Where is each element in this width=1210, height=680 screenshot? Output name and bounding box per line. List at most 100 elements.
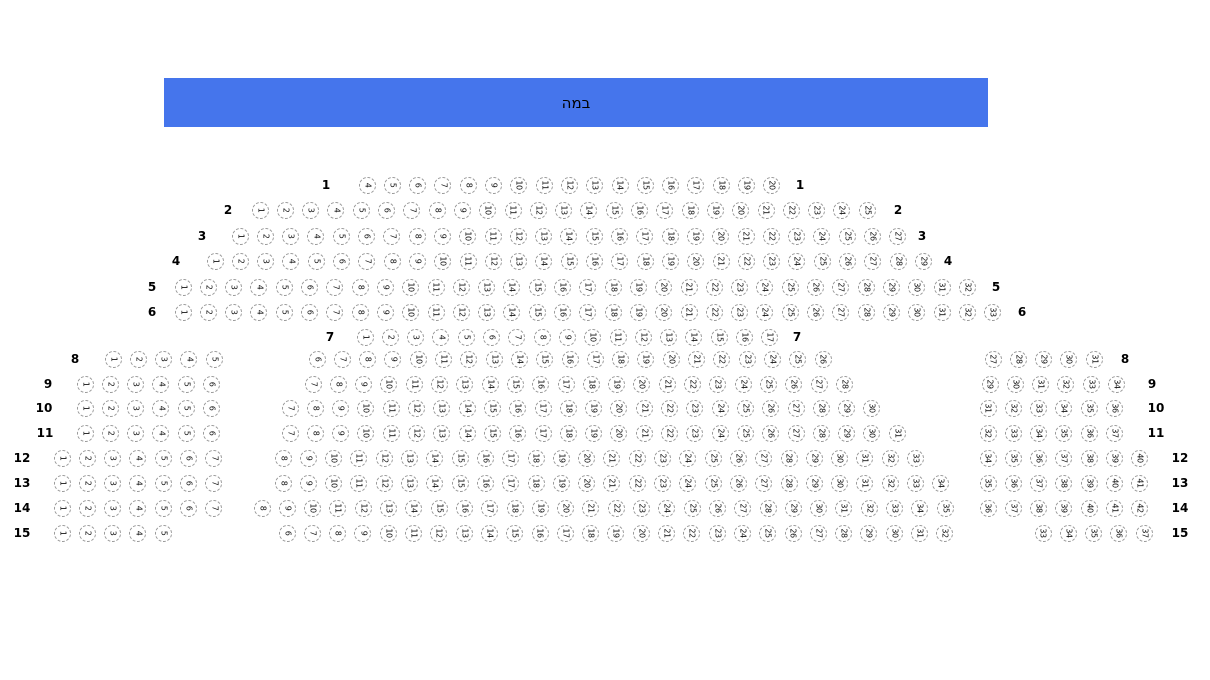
- seat-row9-1[interactable]: 1: [76, 375, 94, 393]
- seat-row10-19[interactable]: 19: [585, 399, 603, 417]
- seat-row4-21[interactable]: 21: [712, 252, 730, 270]
- seat-row4-27[interactable]: 27: [864, 252, 882, 270]
- seat-row12-1[interactable]: 1: [53, 449, 71, 467]
- seat-row10-31[interactable]: 31: [979, 399, 997, 417]
- seat-row3-2[interactable]: 2: [256, 227, 274, 245]
- seat-row10-10[interactable]: 10: [357, 399, 375, 417]
- seat-row14-20[interactable]: 20: [557, 499, 575, 517]
- seat-row9-13[interactable]: 13: [456, 375, 474, 393]
- seat-row10-22[interactable]: 22: [661, 399, 678, 417]
- seat-row9-5[interactable]: 5: [177, 375, 195, 393]
- seat-row4-6[interactable]: 6: [333, 252, 350, 270]
- seat-row14-41[interactable]: 41: [1106, 499, 1123, 517]
- seat-row8-28[interactable]: 28: [1009, 350, 1027, 368]
- seat-row15-23[interactable]: 23: [708, 524, 726, 542]
- seat-row12-3[interactable]: 3: [104, 449, 122, 467]
- seat-row2-11[interactable]: 11: [504, 201, 522, 219]
- seat-row9-24[interactable]: 24: [734, 375, 752, 393]
- seat-row14-21[interactable]: 21: [582, 499, 600, 517]
- seat-row4-2[interactable]: 2: [231, 252, 249, 270]
- seat-row10-8[interactable]: 8: [306, 399, 324, 417]
- seat-row6-26[interactable]: 26: [807, 303, 824, 321]
- seat-row11-4[interactable]: 4: [152, 424, 170, 442]
- seat-row15-31[interactable]: 31: [911, 524, 928, 542]
- seat-row5-28[interactable]: 28: [857, 278, 875, 296]
- seat-row10-26[interactable]: 26: [762, 399, 780, 417]
- seat-row11-22[interactable]: 22: [661, 424, 678, 442]
- seat-row9-26[interactable]: 26: [785, 375, 803, 393]
- seat-row9-25[interactable]: 25: [759, 375, 777, 393]
- seat-row5-27[interactable]: 27: [832, 278, 850, 296]
- seat-row12-14[interactable]: 14: [426, 449, 444, 467]
- seat-row14-31[interactable]: 31: [835, 499, 853, 517]
- seat-row9-20[interactable]: 20: [633, 375, 651, 393]
- seat-row14-9[interactable]: 9: [278, 499, 296, 517]
- seat-row2-23[interactable]: 23: [808, 201, 826, 219]
- seat-row10-35[interactable]: 35: [1080, 399, 1098, 417]
- seat-row4-18[interactable]: 18: [636, 252, 654, 270]
- seat-row2-25[interactable]: 25: [858, 201, 876, 219]
- seat-row10-3[interactable]: 3: [127, 399, 145, 417]
- seat-row10-23[interactable]: 23: [686, 399, 704, 417]
- seat-row5-24[interactable]: 24: [756, 278, 774, 296]
- seat-row3-7[interactable]: 7: [383, 227, 401, 245]
- seat-row14-35[interactable]: 35: [936, 499, 954, 517]
- seat-row1-7[interactable]: 7: [434, 176, 452, 194]
- seat-row12-27[interactable]: 27: [755, 449, 773, 467]
- seat-row15-6[interactable]: 6: [278, 524, 296, 542]
- seat-row14-28[interactable]: 28: [759, 499, 777, 517]
- seat-row14-33[interactable]: 33: [886, 499, 903, 517]
- seat-row9-6[interactable]: 6: [203, 375, 220, 393]
- seat-row13-12[interactable]: 12: [375, 474, 393, 492]
- seat-row11-31[interactable]: 31: [888, 424, 906, 442]
- seat-row8-22[interactable]: 22: [713, 350, 731, 368]
- seat-row13-36[interactable]: 36: [1004, 474, 1022, 492]
- seat-row13-3[interactable]: 3: [104, 474, 122, 492]
- seat-row12-34[interactable]: 34: [979, 449, 997, 467]
- seat-row13-26[interactable]: 26: [729, 474, 747, 492]
- seat-row5-25[interactable]: 25: [781, 278, 799, 296]
- seat-row2-10[interactable]: 10: [479, 201, 497, 219]
- seat-row10-1[interactable]: 1: [76, 399, 94, 417]
- seat-row14-15[interactable]: 15: [430, 499, 448, 517]
- seat-row14-4[interactable]: 4: [129, 499, 147, 517]
- seat-row13-40[interactable]: 40: [1106, 474, 1123, 492]
- seat-row6-7[interactable]: 7: [326, 303, 344, 321]
- seat-row3-17[interactable]: 17: [636, 227, 654, 245]
- seat-row6-27[interactable]: 27: [832, 303, 850, 321]
- seat-row2-2[interactable]: 2: [276, 201, 294, 219]
- seat-row11-27[interactable]: 27: [787, 424, 805, 442]
- seat-row3-12[interactable]: 12: [509, 227, 527, 245]
- seat-row11-13[interactable]: 13: [433, 424, 451, 442]
- seat-row14-1[interactable]: 1: [53, 499, 71, 517]
- seat-row4-29[interactable]: 29: [914, 252, 932, 270]
- seat-row7-10[interactable]: 10: [584, 328, 602, 346]
- seat-row6-31[interactable]: 31: [933, 303, 951, 321]
- seat-row4-7[interactable]: 7: [358, 252, 376, 270]
- seat-row6-22[interactable]: 22: [705, 303, 723, 321]
- seat-row8-27[interactable]: 27: [984, 350, 1002, 368]
- seat-row3-10[interactable]: 10: [459, 227, 477, 245]
- seat-row3-19[interactable]: 19: [686, 227, 704, 245]
- seat-row4-11[interactable]: 11: [459, 252, 477, 270]
- seat-row14-17[interactable]: 17: [481, 499, 499, 517]
- seat-row11-12[interactable]: 12: [408, 424, 425, 442]
- seat-row11-28[interactable]: 28: [812, 424, 830, 442]
- seat-row12-25[interactable]: 25: [704, 449, 722, 467]
- seat-row3-20[interactable]: 20: [712, 227, 730, 245]
- seat-row10-33[interactable]: 33: [1030, 399, 1048, 417]
- seat-row14-37[interactable]: 37: [1004, 499, 1022, 517]
- seat-row13-9[interactable]: 9: [299, 474, 317, 492]
- seat-row7-1[interactable]: 1: [356, 328, 374, 346]
- seat-row10-7[interactable]: 7: [281, 399, 299, 417]
- seat-row6-14[interactable]: 14: [503, 303, 521, 321]
- seat-row2-4[interactable]: 4: [327, 201, 345, 219]
- seat-row15-7[interactable]: 7: [303, 524, 321, 542]
- seat-row13-6[interactable]: 6: [180, 474, 197, 492]
- seat-row14-39[interactable]: 39: [1055, 499, 1073, 517]
- seat-row6-17[interactable]: 17: [579, 303, 597, 321]
- seat-row5-32[interactable]: 32: [958, 278, 976, 296]
- seat-row14-36[interactable]: 36: [979, 499, 997, 517]
- seat-row2-17[interactable]: 17: [656, 201, 674, 219]
- seat-row9-2[interactable]: 2: [101, 375, 119, 393]
